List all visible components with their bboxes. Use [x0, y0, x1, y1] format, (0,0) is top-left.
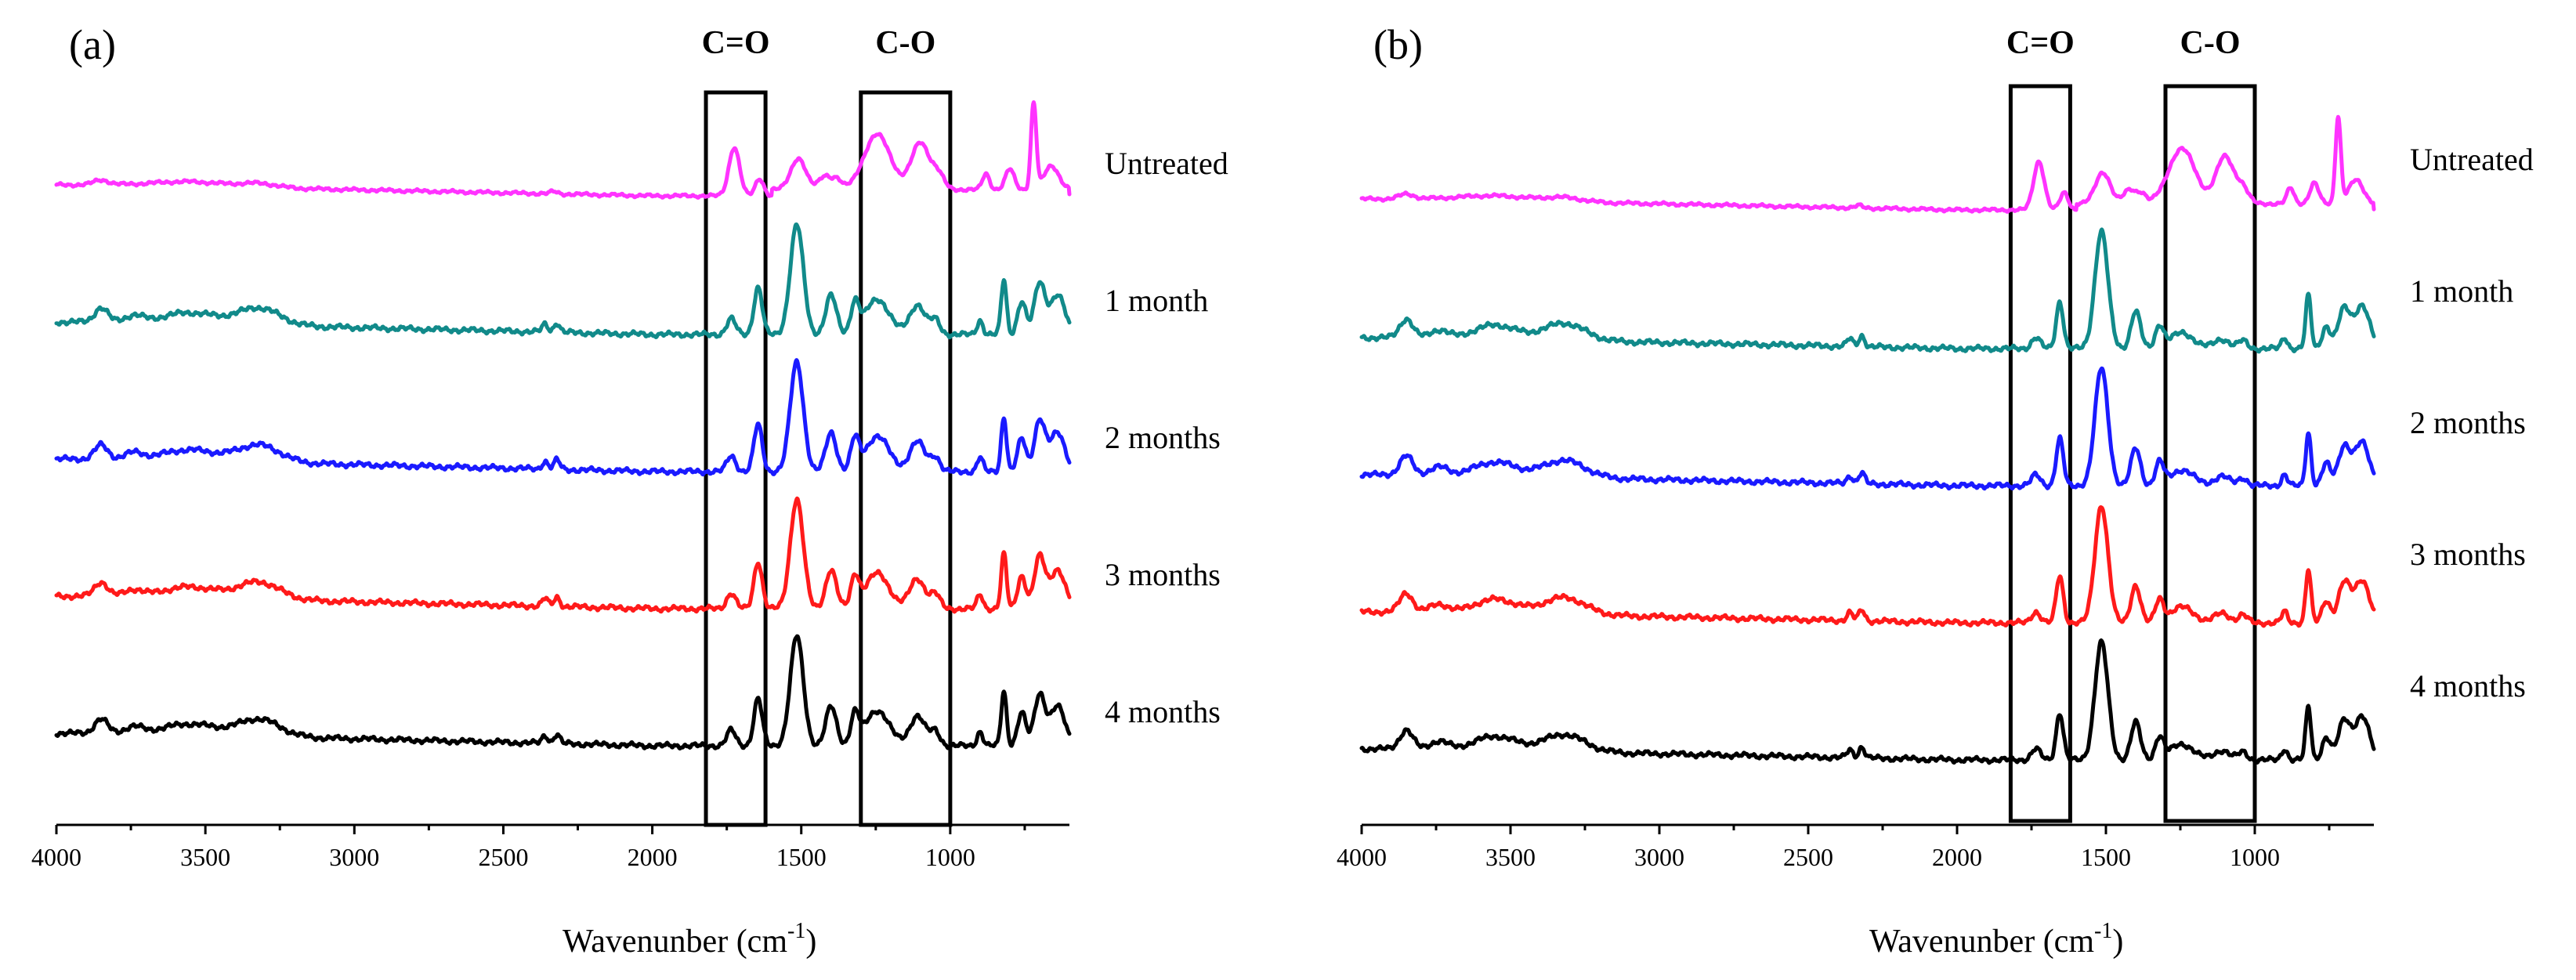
x-tick-label: 2000 [628, 843, 678, 871]
series-line-3-months [54, 496, 1072, 614]
series-label: 4 months [2410, 668, 2526, 703]
x-tick-label: 3500 [1485, 843, 1536, 871]
x-tick-label: 1500 [776, 843, 827, 871]
series-label: 1 month [2410, 273, 2513, 309]
series-label: 3 months [2410, 537, 2526, 572]
x-tick-label: 2500 [1783, 843, 1833, 871]
region-box-C-O [2163, 84, 2257, 823]
series-line-untreated [1359, 114, 2376, 214]
x-tick-label: 4000 [31, 843, 81, 871]
series-line-1-month [54, 222, 1072, 340]
x-tick-label: 4000 [1337, 843, 1387, 871]
series-label: 2 months [2410, 405, 2526, 440]
x-tick-label: 3000 [329, 843, 379, 871]
series-label: Untreated [1105, 146, 1228, 181]
series-line-2-months [1359, 366, 2376, 491]
x-tick-label: 3000 [1634, 843, 1684, 871]
x-tick-label: 1000 [925, 843, 975, 871]
x-axis-title: Wavenunber (cm-1) [563, 919, 816, 960]
series-label: 1 month [1105, 283, 1208, 318]
region-box-C-O [859, 90, 953, 827]
x-tick-label: 1500 [2081, 843, 2131, 871]
x-axis-title: Wavenunber (cm-1) [1869, 919, 2123, 960]
x-tick-label: 3500 [180, 843, 230, 871]
series-label: 4 months [1105, 694, 1221, 729]
x-tick-label: 1000 [2230, 843, 2280, 871]
series-line-4-months [1359, 638, 2376, 765]
series-line-4-months [54, 634, 1072, 750]
series-line-2-months [54, 358, 1072, 477]
series-line-3-months [1359, 505, 2376, 628]
region-label: C-O [2180, 25, 2241, 61]
panel-a-label: (a) [69, 21, 116, 68]
series-line-1-month [1359, 227, 2376, 354]
panel-a: (a) 4000 3500 3000 2500 2000 1500 1000 Wavenunb… [31, 21, 1228, 960]
region-box-C=O [2008, 84, 2072, 823]
region-label: C=O [702, 25, 770, 61]
x-tick-label: 2500 [478, 843, 528, 871]
region-label: C=O [2006, 25, 2075, 61]
x-tick-label: 2000 [1932, 843, 1982, 871]
panel-b-label: (b) [1373, 21, 1423, 68]
series-label: 2 months [1105, 420, 1221, 455]
series-label: 3 months [1105, 557, 1221, 592]
region-label: C-O [875, 25, 935, 61]
series-line-untreated [54, 100, 1072, 200]
panel-b: (b) 4000 3500 3000 2500 2000 1500 1000 Wavenunb… [1337, 21, 2534, 960]
series-label: Untreated [2410, 142, 2534, 177]
